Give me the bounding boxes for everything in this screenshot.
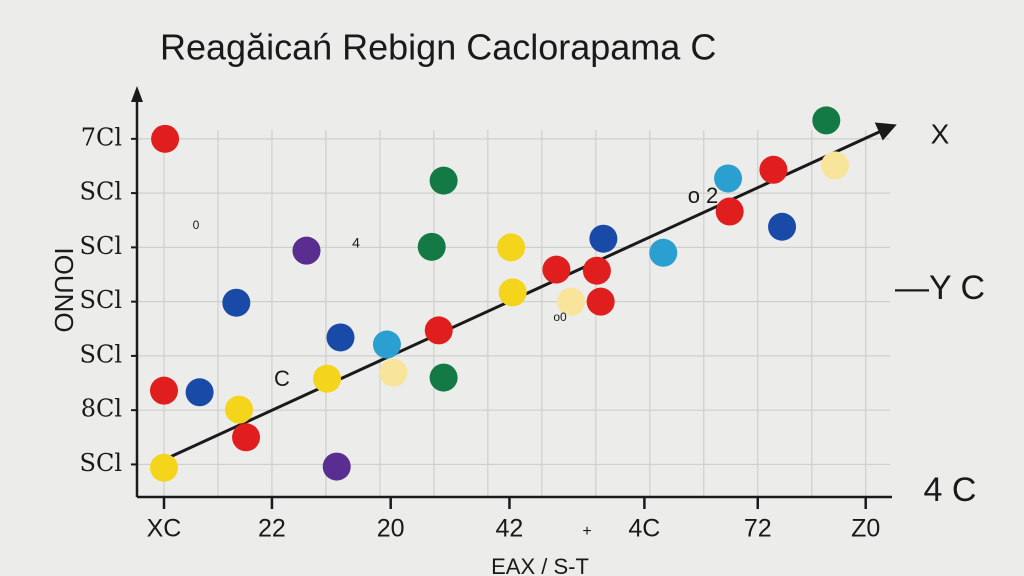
data-point: [292, 236, 321, 265]
y-axis-label: IOUNO: [49, 247, 79, 332]
data-point: [185, 378, 214, 407]
data-point: [582, 256, 611, 285]
data-point: [556, 287, 585, 316]
x-tick-label: 4C: [628, 515, 660, 543]
data-point: [649, 238, 678, 267]
data-point: [768, 212, 797, 241]
annotation: +: [582, 523, 591, 540]
grid: [137, 130, 890, 497]
data-point: [232, 423, 261, 452]
data-point: [812, 106, 841, 135]
data-point: [149, 376, 178, 405]
marks: [149, 106, 897, 482]
data-point: [498, 278, 527, 307]
data-point: [322, 452, 351, 481]
trend-arrow: [874, 122, 897, 141]
annotation: o0: [553, 310, 567, 324]
data-point: [429, 166, 458, 195]
y-axis-arrow: [131, 86, 143, 102]
data-point: [497, 233, 526, 262]
y-tick-label: SCl: [80, 449, 122, 477]
annotation: 4 C: [924, 471, 977, 509]
data-point: [714, 164, 743, 193]
data-point: [589, 224, 618, 253]
annotation: o 2: [688, 183, 719, 208]
data-point: [151, 124, 180, 153]
annotation: 4: [352, 235, 360, 251]
data-point: [149, 453, 178, 482]
y-tick-label: SCl: [80, 286, 122, 314]
chart-title: Reagăicań Rebign Caclorapama C: [160, 27, 716, 68]
x-tick-label: 22: [258, 515, 286, 543]
data-point: [225, 395, 254, 424]
data-point: [759, 155, 788, 184]
y-tick-label: 7Cl: [81, 123, 122, 151]
y-tick-label: SCl: [80, 232, 122, 260]
x-tick-label: 72: [744, 515, 772, 543]
data-point: [222, 288, 251, 317]
data-point: [820, 151, 849, 180]
data-point: [424, 316, 453, 345]
y-tick-label: 8Cl: [81, 395, 122, 423]
x-tick-label: 20: [377, 515, 405, 543]
trend-line: [166, 127, 888, 460]
annotation: C: [274, 366, 290, 391]
data-point: [372, 330, 401, 359]
data-point: [379, 358, 408, 387]
y-tick-label: SCl: [80, 178, 122, 206]
data-point: [542, 255, 571, 284]
x-axis-label: EAX / S-T: [491, 554, 589, 576]
annotation: 0: [193, 218, 200, 232]
y-tick-label: SCl: [80, 340, 122, 368]
data-point: [429, 363, 458, 392]
x-tick-label: XC: [147, 515, 182, 543]
x-tick-label: 42: [496, 515, 524, 543]
data-point: [417, 232, 446, 261]
data-point: [586, 287, 615, 316]
data-point: [326, 323, 355, 352]
data-point: [715, 197, 744, 226]
data-point: [313, 364, 342, 393]
annotation: X: [931, 118, 950, 149]
annotation: —Y C: [895, 269, 985, 307]
x-tick-label: Z0: [851, 515, 880, 543]
